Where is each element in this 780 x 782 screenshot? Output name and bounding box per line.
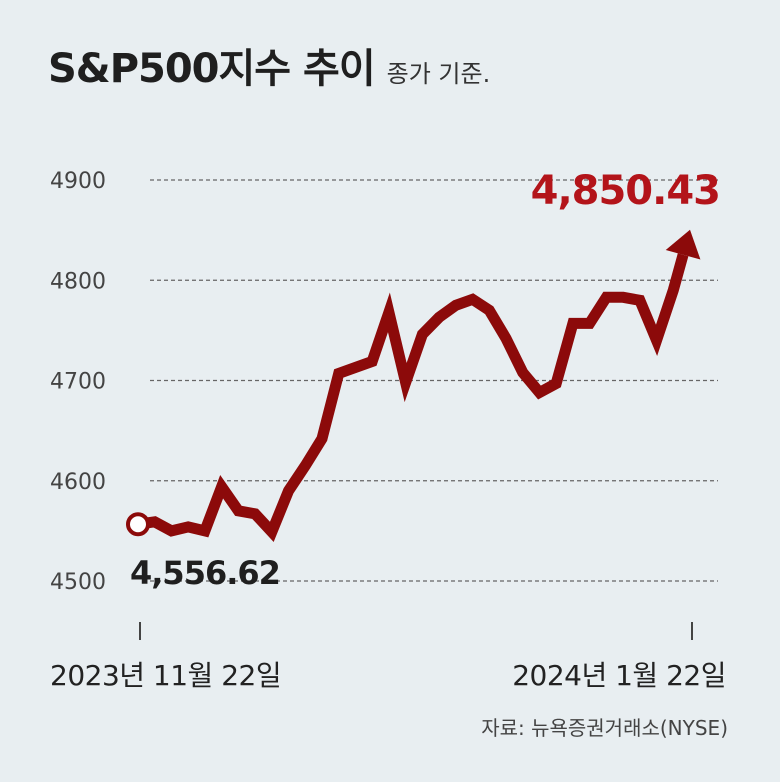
end-value-label: 4,850.43 bbox=[531, 168, 720, 214]
start-point-marker bbox=[126, 512, 150, 537]
y-tick-label: 4800 bbox=[50, 269, 106, 294]
y-tick-label: 4700 bbox=[50, 370, 106, 395]
y-tick-label: 4600 bbox=[50, 470, 106, 495]
title-row: S&P500지수 추이 종가 기준. bbox=[48, 36, 490, 94]
series-layer bbox=[126, 229, 701, 542]
y-tick-label: 4900 bbox=[50, 169, 106, 194]
chart-title: S&P500지수 추이 bbox=[48, 46, 376, 92]
data-labels: 4,556.62 4,850.43 bbox=[130, 168, 721, 592]
x-axis-ticks bbox=[139, 622, 693, 640]
series-line bbox=[137, 253, 689, 542]
y-axis: 4900 4800 4700 4600 4500 bbox=[50, 169, 106, 595]
start-value-label: 4,556.62 bbox=[130, 554, 280, 592]
x-label-start: 2023년 11월 22일 bbox=[50, 659, 282, 692]
source-note: 자료: 뉴욕증권거래소(NYSE) bbox=[481, 716, 728, 740]
end-arrowhead bbox=[665, 229, 701, 260]
chart-subtitle: 종가 기준. bbox=[386, 60, 491, 88]
x-label-end: 2024년 1월 22일 bbox=[512, 659, 726, 692]
gridlines bbox=[150, 179, 718, 582]
y-tick-label: 4500 bbox=[50, 570, 106, 595]
